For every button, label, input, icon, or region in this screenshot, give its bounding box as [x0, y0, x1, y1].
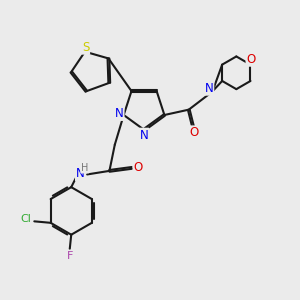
- Text: O: O: [247, 53, 256, 66]
- Text: S: S: [82, 41, 89, 54]
- Text: Cl: Cl: [20, 214, 32, 224]
- Text: O: O: [190, 126, 199, 139]
- Text: N: N: [140, 129, 148, 142]
- Text: O: O: [134, 161, 143, 174]
- Text: H: H: [81, 163, 88, 172]
- Text: F: F: [67, 250, 74, 260]
- Text: N: N: [115, 107, 124, 120]
- Text: N: N: [205, 82, 213, 95]
- Text: N: N: [76, 167, 85, 180]
